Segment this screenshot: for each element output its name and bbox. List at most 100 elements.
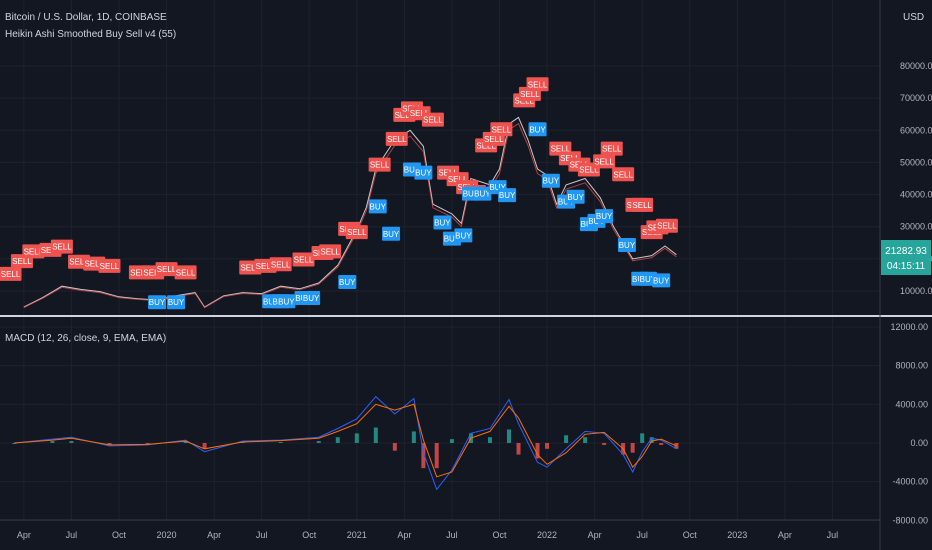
marker-label: SELL — [520, 90, 540, 99]
buy-marker: BUY — [541, 173, 560, 188]
marker-box — [595, 209, 614, 224]
time-tick-label: 2023 — [727, 530, 747, 540]
price-tick-label: 40000.00 — [900, 190, 932, 200]
histogram-bar — [107, 443, 112, 445]
marker-box — [498, 188, 517, 203]
buy-marker: BUY — [414, 165, 433, 180]
sell-marker: SELL — [612, 167, 635, 182]
time-tick-label: Apr — [778, 530, 792, 540]
buy-marker: BUY — [167, 295, 186, 310]
histogram-bar — [507, 429, 512, 443]
marker-label: SELL — [657, 222, 677, 231]
marker-label: SELL — [240, 264, 260, 273]
price-tick-label: 30000.00 — [900, 222, 932, 232]
macd-title: MACD (12, 26, close, 9, EMA, EMA) — [5, 333, 166, 344]
marker-label: SELL — [387, 135, 407, 144]
marker-label: SELL — [423, 116, 443, 125]
marker-label: BUY — [543, 177, 560, 186]
sell-marker: SELL — [155, 262, 178, 277]
marker-label: SELL — [579, 165, 599, 174]
marker-label: SELL — [294, 255, 314, 264]
time-tick-label: Jul — [446, 530, 458, 540]
marker-box — [277, 294, 296, 309]
currency-label: USD — [903, 12, 924, 23]
marker-box — [600, 141, 623, 156]
histogram-bar — [202, 443, 207, 449]
marker-box — [292, 252, 315, 267]
marker-label: SELL — [24, 247, 44, 256]
marker-box — [302, 291, 321, 306]
marker-box — [414, 165, 433, 180]
marker-box — [148, 295, 167, 310]
sell-marker: SELL — [593, 154, 616, 169]
marker-label: SELL — [484, 135, 504, 144]
marker-label: BUY — [278, 297, 295, 306]
histogram-bar — [545, 443, 550, 449]
marker-label: SELL — [448, 175, 468, 184]
marker-label: BUY — [369, 202, 386, 211]
buy-marker: BUY — [277, 294, 296, 309]
marker-label: BUY — [640, 275, 657, 284]
time-tick-label: Apr — [588, 530, 602, 540]
marker-box — [454, 228, 473, 243]
time-tick-label: Oct — [302, 530, 317, 540]
buy-marker: BUY — [528, 122, 547, 137]
sell-marker: SELL — [319, 244, 342, 259]
marker-label: SELL — [271, 260, 291, 269]
histogram-bar — [50, 441, 55, 443]
price-tick-label: 50000.00 — [900, 157, 932, 167]
sell-marker: SELL — [526, 77, 549, 92]
marker-label: SELL — [347, 228, 367, 237]
marker-label: SELL — [130, 268, 150, 277]
histogram-bar — [316, 441, 321, 443]
macd-tick-label: 0.00 — [910, 438, 928, 448]
time-tick-label: Apr — [17, 530, 31, 540]
histogram-bar — [335, 437, 340, 443]
marker-label: BUY — [499, 191, 516, 200]
sell-marker: SELL — [490, 122, 513, 137]
marker-box — [631, 197, 654, 212]
buy-marker: BUY — [498, 188, 517, 203]
marker-label: SELL — [492, 125, 512, 134]
time-axis[interactable]: Apr Jul Oct 2020 Apr Jul Oct 2021 Apr Jul Oct 2022 A… — [17, 530, 838, 540]
sell-marker: SELL — [0, 266, 22, 281]
histogram-bar — [145, 443, 150, 444]
macd-tick-label: -4000.00 — [892, 477, 928, 487]
time-tick-label: Jul — [66, 530, 78, 540]
sell-marker: SELL — [385, 131, 408, 146]
symbol-title: Bitcoin / U.S. Dollar, 1D, COINBASE — [5, 12, 167, 23]
histogram-bar — [649, 437, 654, 443]
time-tick-label: 2022 — [537, 530, 557, 540]
marker-label: BUY — [339, 278, 356, 287]
marker-box — [541, 173, 560, 188]
sell-marker: SELL — [631, 197, 654, 212]
marker-box — [167, 295, 186, 310]
marker-label: SELL — [320, 247, 340, 256]
macd-tick-label: -8000.00 — [892, 515, 928, 525]
histogram-bar — [373, 427, 378, 443]
marker-label: BUY — [404, 165, 421, 174]
bar-countdown: 04:15:11 — [887, 261, 926, 272]
marker-box — [385, 131, 408, 146]
macd-tick-label: 4000.00 — [895, 399, 928, 409]
marker-label: SELL — [157, 265, 177, 274]
marker-label: BUY — [463, 190, 480, 199]
marker-box — [155, 262, 178, 277]
histogram-bar — [434, 443, 439, 469]
marker-box — [655, 218, 678, 233]
marker-label: SELL — [370, 161, 390, 170]
time-tick-label: Apr — [397, 530, 411, 540]
marker-label: SELL — [69, 258, 89, 267]
sell-marker: SELL — [269, 257, 292, 272]
marker-box — [421, 112, 444, 127]
time-tick-label: Oct — [112, 530, 127, 540]
marker-label: SELL — [602, 145, 622, 154]
price-tick-label: 70000.00 — [900, 93, 932, 103]
histogram-bar — [69, 441, 74, 443]
buy-marker: BUY — [433, 215, 452, 230]
marker-label: BUY — [455, 231, 472, 240]
histogram-bar — [449, 439, 454, 443]
marker-label: SELL — [256, 262, 276, 271]
marker-label: BUY — [489, 183, 506, 192]
